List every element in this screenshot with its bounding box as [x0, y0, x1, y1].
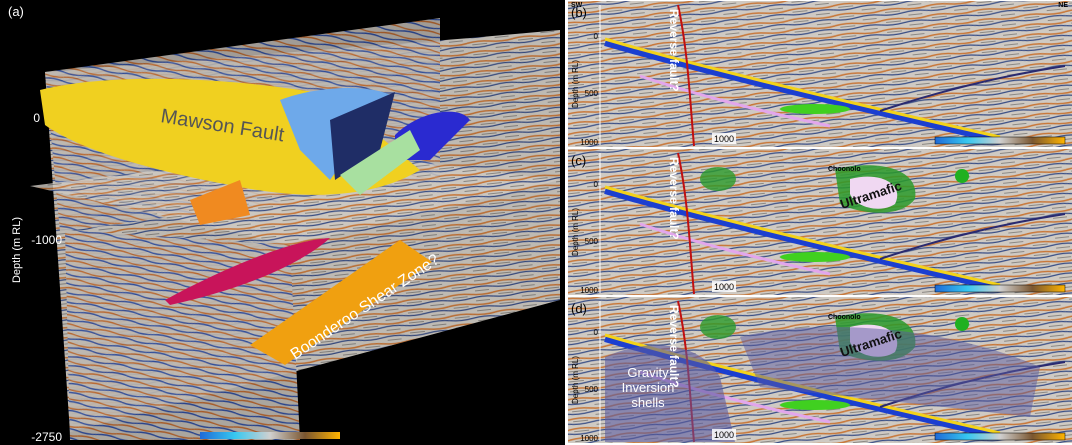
colorbar — [935, 137, 1065, 144]
direction-label: SW — [571, 2, 583, 9]
scale-label: 1000 — [714, 134, 734, 144]
scale-label: 1000 — [714, 430, 734, 440]
depth-label: -1000 — [31, 233, 62, 247]
axis-title: Depth (m RL) — [571, 356, 580, 404]
green-body — [780, 400, 850, 410]
colorbar — [935, 433, 1065, 440]
green-body — [700, 315, 736, 339]
green-body — [955, 317, 969, 331]
annotation: Reverse fault? — [667, 9, 681, 92]
axis-title: Depth (m RL) — [571, 60, 580, 108]
green-body — [780, 104, 850, 114]
annotation: Choonolo — [828, 314, 861, 321]
depth-label: 1000 — [580, 138, 598, 147]
depth-label: 500 — [585, 385, 599, 394]
axis-title: Depth (m RL) — [571, 208, 580, 256]
depth-label: 1000 — [580, 286, 598, 295]
depth-label: 0 — [33, 111, 40, 125]
section-panel_c: Depth (m RL) 0 500 1000 1000 (c) Reverse fault… — [568, 149, 1072, 295]
depth-label: -2750 — [31, 430, 62, 444]
green-body — [955, 169, 969, 183]
depth-label: 0 — [594, 180, 599, 189]
colorbar — [200, 432, 340, 439]
depth-label: 0 — [594, 32, 599, 41]
depth-label: 500 — [585, 237, 599, 246]
green-body — [700, 167, 736, 191]
annotation: Reverse fault? — [667, 157, 681, 240]
annotation: Choonolo — [828, 166, 861, 173]
figure: (a) Depth (m RL) 0 -1000 -2750 Mawson Fa… — [0, 0, 1072, 445]
panel-label: (c) — [571, 153, 586, 168]
depth-label: 500 — [585, 89, 599, 98]
annotation: Gravity Inversion shells — [615, 365, 681, 410]
depth-label: 0 — [594, 328, 599, 337]
panel-label: (d) — [571, 301, 587, 316]
depth-label: 1000 — [580, 434, 598, 443]
axis-title: Depth (m RL) — [11, 217, 23, 283]
green-body — [780, 252, 850, 262]
colorbar — [935, 285, 1065, 292]
scale-label: 1000 — [714, 282, 734, 292]
panel-label: (a) — [8, 4, 24, 19]
annotation-box: Gravity Inversion shells — [615, 365, 695, 425]
direction-label: NE — [1058, 2, 1068, 9]
